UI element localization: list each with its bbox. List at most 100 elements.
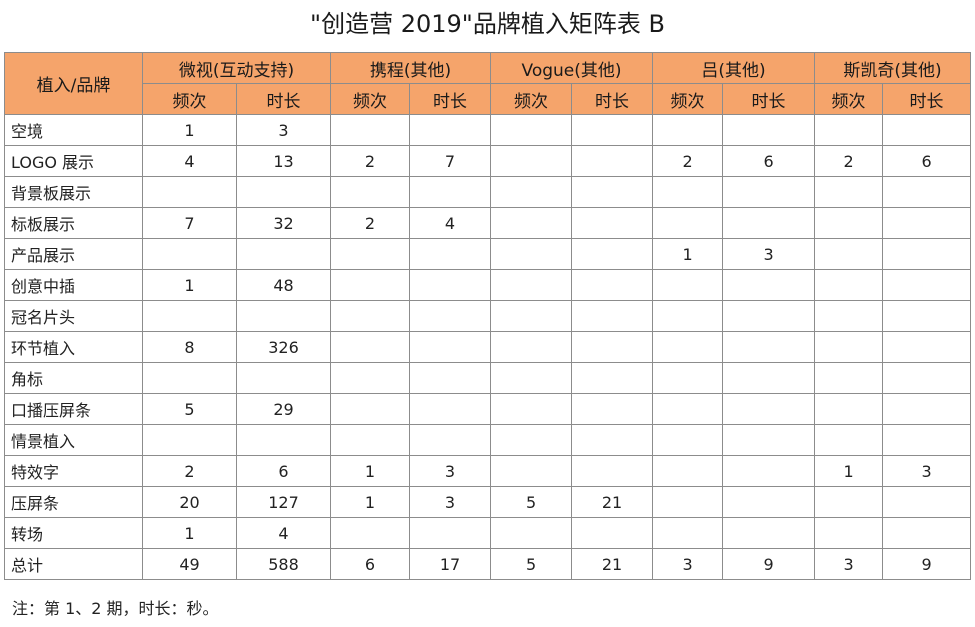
brand-header: 斯凯奇(其他) xyxy=(814,52,972,84)
duration-cell: 4 xyxy=(235,517,332,549)
duration-cell xyxy=(882,176,972,208)
frequency-cell xyxy=(814,176,884,208)
frequency-cell: 7 xyxy=(142,207,237,239)
duration-header: 时长 xyxy=(235,83,332,115)
frequency-cell xyxy=(814,424,884,456)
frequency-cell xyxy=(652,331,724,363)
duration-cell xyxy=(882,424,972,456)
frequency-cell xyxy=(814,517,884,549)
frequency-cell xyxy=(652,393,724,425)
duration-cell xyxy=(409,424,492,456)
duration-header: 时长 xyxy=(882,83,972,115)
duration-cell xyxy=(882,393,972,425)
frequency-cell xyxy=(490,207,573,239)
frequency-cell xyxy=(330,238,411,270)
duration-cell xyxy=(882,517,972,549)
duration-cell xyxy=(235,362,332,394)
duration-cell: 48 xyxy=(235,269,332,301)
table-row: 冠名片头 xyxy=(4,300,972,332)
frequency-cell xyxy=(490,238,573,270)
frequency-cell: 1 xyxy=(142,114,237,146)
frequency-cell: 5 xyxy=(142,393,237,425)
duration-cell xyxy=(235,238,332,270)
row-label-header: 植入/品牌 xyxy=(4,52,143,115)
duration-cell: 3 xyxy=(235,114,332,146)
frequency-cell xyxy=(330,517,411,549)
duration-cell xyxy=(409,114,492,146)
frequency-cell xyxy=(652,517,724,549)
row-label: 总计 xyxy=(4,548,143,580)
frequency-cell xyxy=(490,393,573,425)
frequency-cell xyxy=(490,114,573,146)
frequency-cell: 6 xyxy=(330,548,411,580)
frequency-cell xyxy=(330,114,411,146)
frequency-cell xyxy=(490,362,573,394)
frequency-cell xyxy=(490,455,573,487)
frequency-cell xyxy=(814,486,884,518)
frequency-cell xyxy=(652,455,724,487)
table-row: 压屏条 20 127 1 3 5 21 xyxy=(4,486,972,518)
duration-header: 时长 xyxy=(409,83,492,115)
duration-cell xyxy=(409,300,492,332)
duration-cell: 326 xyxy=(235,331,332,363)
table-row: LOGO 展示 4 13 2 7 2 6 2 6 xyxy=(4,145,972,177)
duration-cell: 9 xyxy=(722,548,816,580)
duration-cell xyxy=(571,207,654,239)
duration-cell xyxy=(571,362,654,394)
duration-cell xyxy=(722,207,816,239)
duration-cell xyxy=(882,207,972,239)
duration-cell: 21 xyxy=(571,486,654,518)
frequency-cell: 1 xyxy=(142,269,237,301)
row-label: 特效字 xyxy=(4,455,143,487)
duration-cell xyxy=(722,114,816,146)
duration-cell xyxy=(882,300,972,332)
frequency-cell xyxy=(142,300,237,332)
table-row: 特效字 2 6 1 3 1 3 xyxy=(4,455,972,487)
frequency-cell: 1 xyxy=(142,517,237,549)
brand-header: 微视(互动支持) xyxy=(141,52,332,84)
frequency-cell: 4 xyxy=(142,145,237,177)
table-row: 创意中插 1 48 xyxy=(4,269,972,301)
frequency-cell: 1 xyxy=(330,455,411,487)
frequency-cell: 5 xyxy=(490,486,573,518)
table-body: 空境 1 3 LOGO 展示 4 13 2 7 2 6 2 6 背景板展示 标板展示 7 32 2 4 产品展示 1 3… xyxy=(4,114,972,580)
frequency-cell: 2 xyxy=(652,145,724,177)
frequency-cell xyxy=(652,114,724,146)
brand-header: 吕(其他) xyxy=(652,52,816,84)
row-label: 压屏条 xyxy=(4,486,143,518)
duration-cell xyxy=(571,176,654,208)
frequency-cell: 2 xyxy=(330,207,411,239)
row-label: 冠名片头 xyxy=(4,300,143,332)
duration-cell: 588 xyxy=(235,548,332,580)
table-row: 背景板展示 xyxy=(4,176,972,208)
duration-cell xyxy=(722,393,816,425)
duration-cell xyxy=(409,331,492,363)
frequency-cell xyxy=(652,362,724,394)
frequency-cell xyxy=(142,362,237,394)
duration-cell xyxy=(722,300,816,332)
duration-cell xyxy=(571,145,654,177)
duration-cell: 6 xyxy=(722,145,816,177)
duration-cell xyxy=(409,362,492,394)
frequency-cell xyxy=(490,176,573,208)
duration-cell xyxy=(882,238,972,270)
duration-cell: 6 xyxy=(882,145,972,177)
duration-cell xyxy=(722,176,816,208)
brand-matrix-table: 植入/品牌 微视(互动支持) 携程(其他) Vogue(其他) 吕(其他) 斯凯… xyxy=(4,52,972,580)
duration-cell xyxy=(409,176,492,208)
brand-header: Vogue(其他) xyxy=(490,52,654,84)
duration-cell xyxy=(409,269,492,301)
row-label: 背景板展示 xyxy=(4,176,143,208)
duration-cell: 13 xyxy=(235,145,332,177)
duration-cell: 7 xyxy=(409,145,492,177)
frequency-cell: 1 xyxy=(330,486,411,518)
frequency-cell xyxy=(490,300,573,332)
duration-cell xyxy=(722,269,816,301)
frequency-cell xyxy=(814,393,884,425)
frequency-cell xyxy=(652,486,724,518)
header-row-metrics: 频次 时长 频次 时长 频次 时长 频次 时长 频次 时长 xyxy=(5,83,972,115)
duration-cell: 17 xyxy=(409,548,492,580)
table-row: 产品展示 1 3 xyxy=(4,238,972,270)
duration-cell: 3 xyxy=(722,238,816,270)
frequency-cell xyxy=(142,176,237,208)
